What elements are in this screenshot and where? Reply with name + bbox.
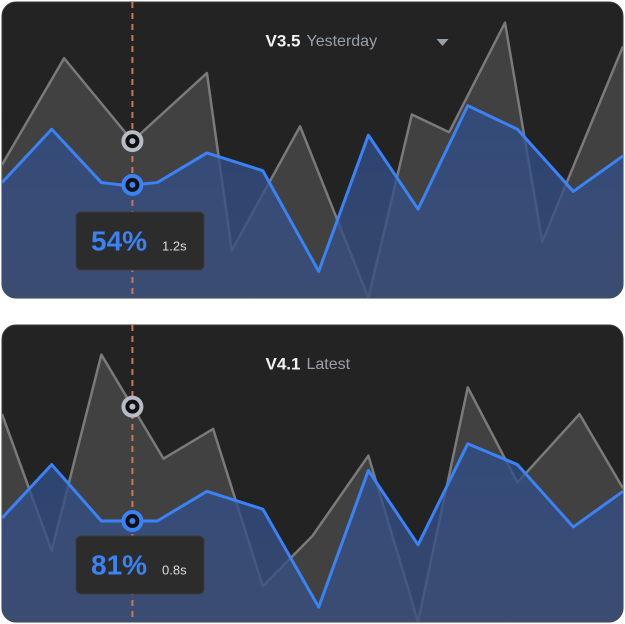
hover-marker-dot [129,181,136,188]
hover-marker-dot [129,518,136,525]
tooltip-value: 54% [91,225,147,256]
tooltip-value: 81% [91,549,147,580]
chart-title: V3.5 [266,31,301,50]
chart-subtitle: Yesterday [307,33,378,50]
chart-title: V4.1 [266,354,301,373]
line [2,104,623,273]
hover-marker-dot [129,403,136,410]
tooltip [75,535,205,595]
line [2,21,623,298]
tooltip [75,211,205,271]
dropdown-icon[interactable] [436,39,449,46]
chart-subtitle: Latest [307,356,351,373]
hover-marker-dot [129,138,136,145]
line [2,442,623,609]
tooltip-time: 1.2s [162,238,187,253]
tooltip-time: 0.8s [162,562,187,577]
